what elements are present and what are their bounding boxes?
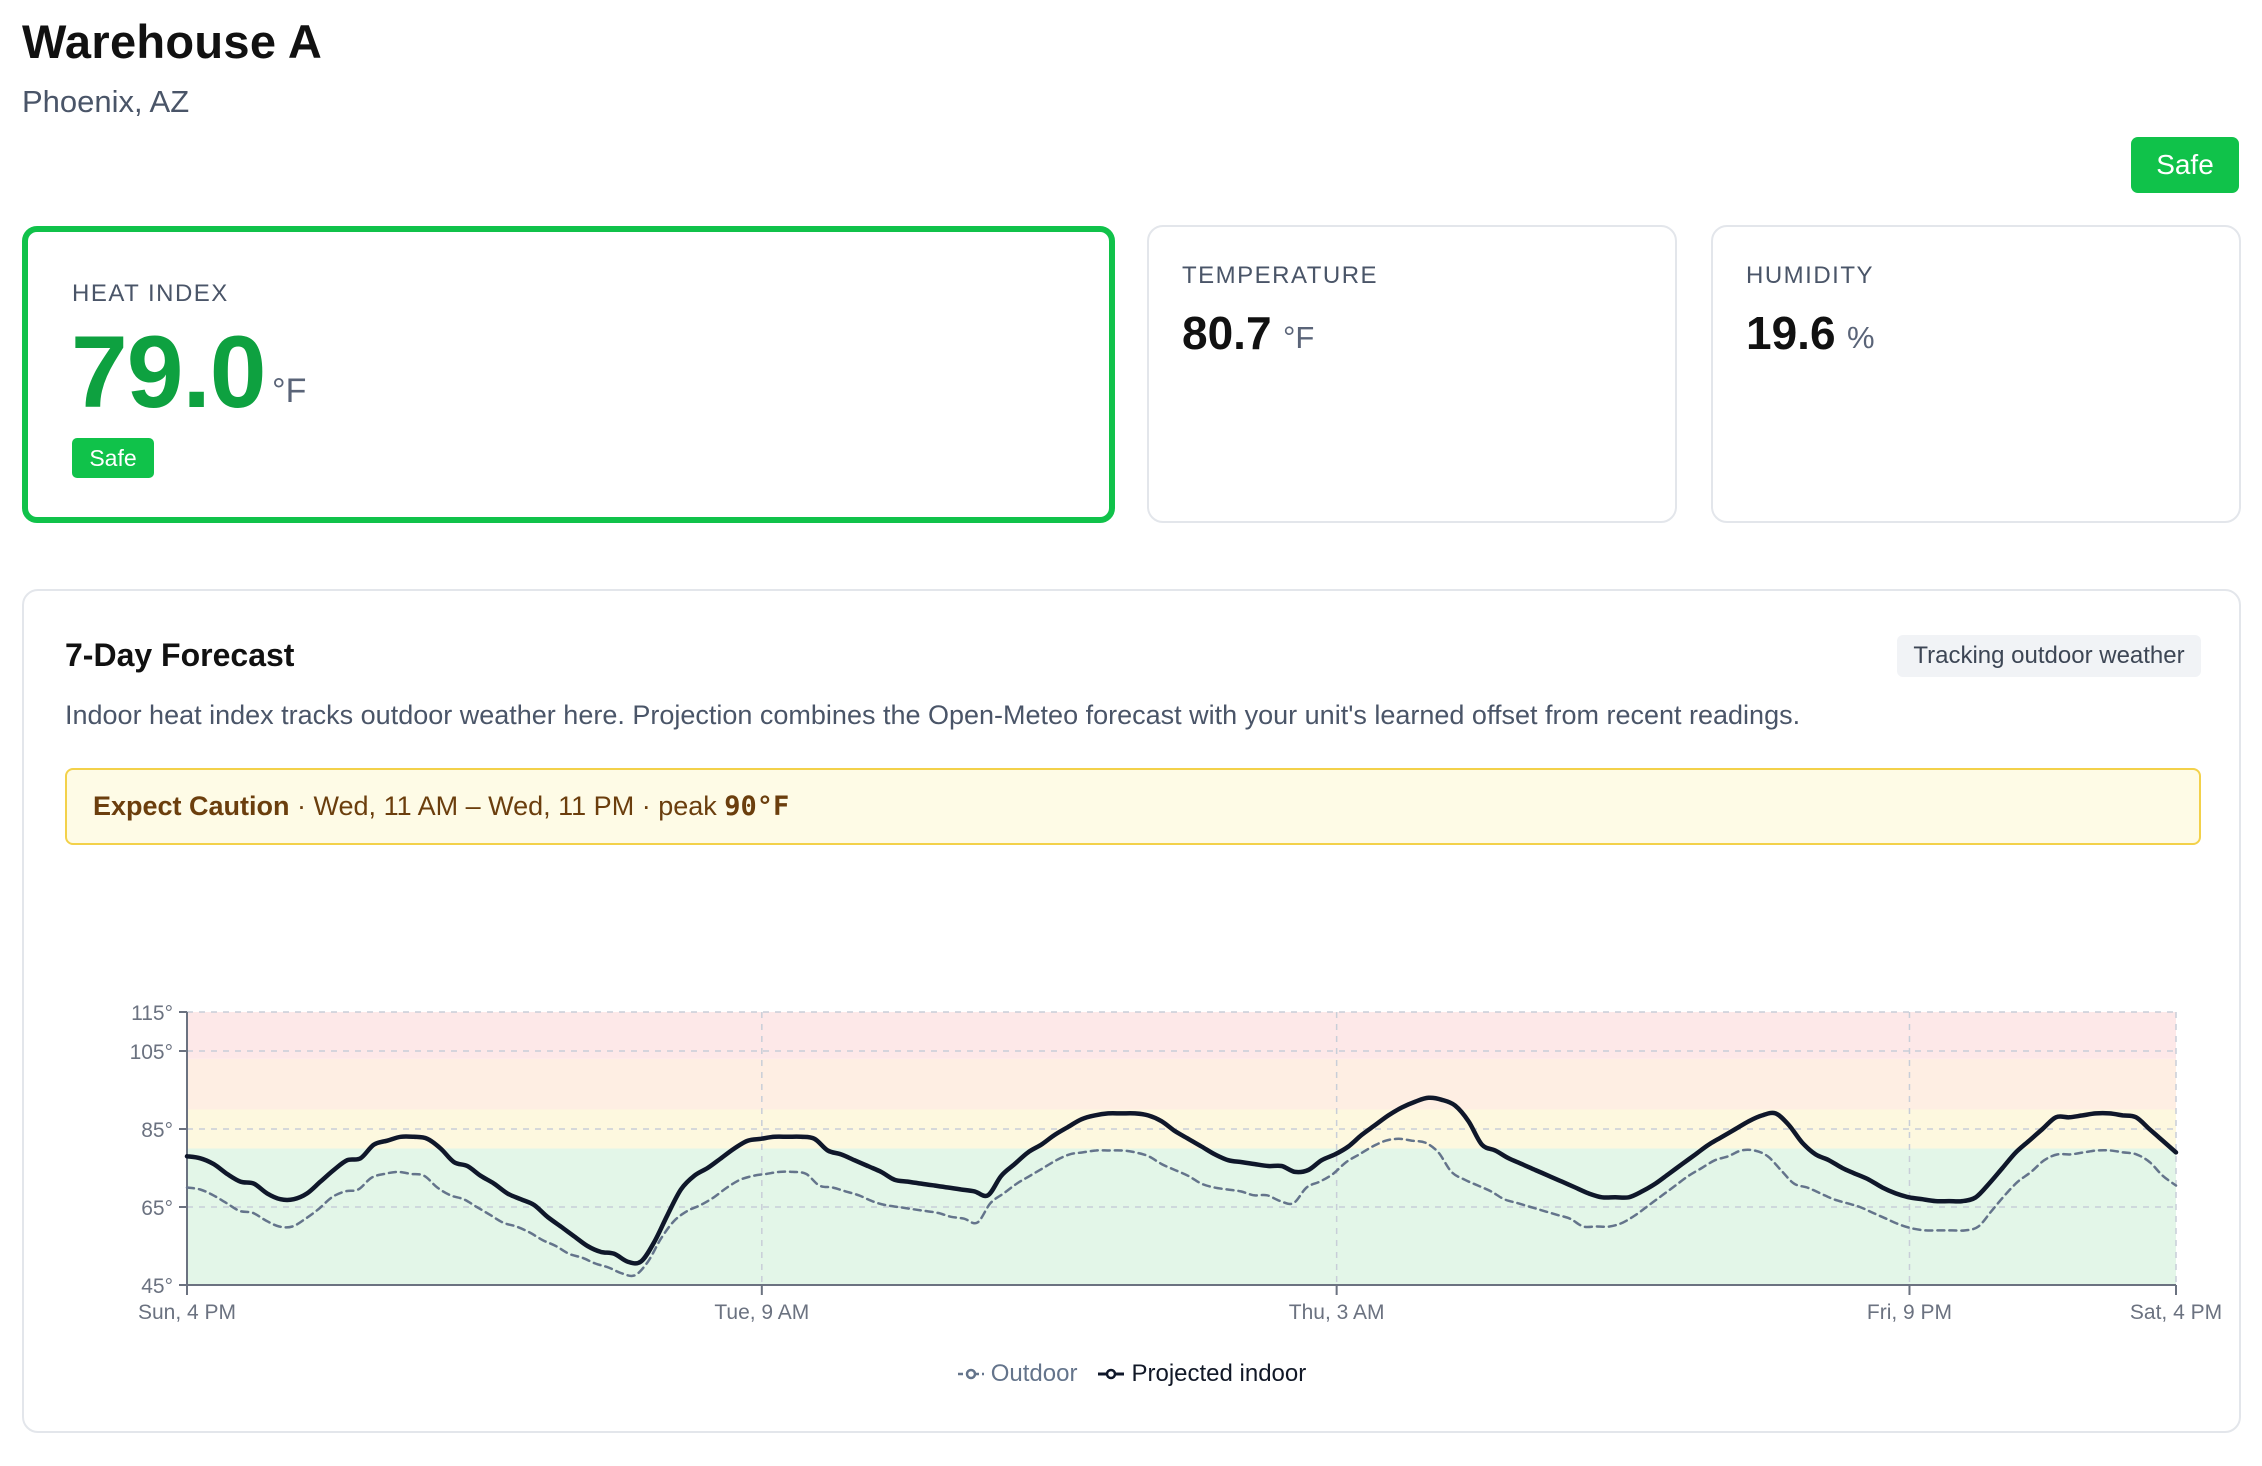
legend-outdoor-label: Outdoor: [990, 1360, 1078, 1387]
y-tick-label: 65°: [141, 1197, 173, 1220]
x-tick-label: Sat, 4 PM: [2130, 1301, 2222, 1324]
forecast-description: Indoor heat index tracks outdoor weather…: [65, 700, 1801, 730]
heat-index-card: HEAT INDEX 79.0 °F Safe: [22, 226, 1115, 523]
alert-separator: ·: [289, 791, 314, 821]
heat-index-value: 79.0: [71, 315, 267, 429]
temperature-card: TEMPERATURE 80.7 °F: [1147, 225, 1677, 523]
alert-separator: ·: [634, 791, 659, 821]
indoor-line-icon: [1098, 1368, 1125, 1380]
humidity-label: HUMIDITY: [1746, 262, 1874, 289]
outdoor-series-line: [185, 1137, 2178, 1278]
x-tick-label: Thu, 3 AM: [1289, 1301, 1385, 1324]
risk-band-3: [187, 1012, 2176, 1059]
risk-band-0: [187, 1148, 2176, 1285]
legend-indoor[interactable]: Projected indoor: [1097, 1360, 1306, 1388]
alert-peak-label: peak: [658, 791, 717, 821]
y-tick-label: 85°: [141, 1119, 173, 1142]
caution-alert: Expect Caution · Wed, 11 AM – Wed, 11 PM…: [65, 768, 2201, 845]
site-location: Phoenix, AZ: [22, 84, 190, 119]
humidity-unit: %: [1847, 320, 1875, 355]
legend-indoor-label: Projected indoor: [1131, 1360, 1307, 1387]
x-tick-label: Fri, 9 PM: [1867, 1301, 1952, 1324]
chart-legend: Outdoor Projected indoor: [24, 1360, 2239, 1388]
x-tick-label: Sun, 4 PM: [138, 1301, 236, 1324]
risk-band-1: [187, 1109, 2176, 1149]
heat-index-status-badge: Safe: [72, 438, 154, 478]
temperature-value: 80.7: [1182, 307, 1272, 359]
humidity-value: 19.6: [1746, 307, 1836, 359]
legend-outdoor[interactable]: Outdoor: [957, 1360, 1078, 1388]
x-tick-label: Tue, 9 AM: [714, 1301, 809, 1324]
heat-index-unit: °F: [272, 372, 307, 410]
alert-peak-value: 90°F: [724, 791, 790, 822]
heat-index-label: HEAT INDEX: [72, 280, 229, 307]
temperature-label: TEMPERATURE: [1182, 262, 1379, 289]
alert-level: Expect Caution: [93, 791, 290, 821]
outdoor-line-icon: [957, 1368, 984, 1380]
temperature-unit: °F: [1283, 320, 1315, 355]
site-title: Warehouse A: [22, 15, 323, 68]
forecast-chart: 45° 65° 85° 105° 115° Sun, 4 PM Tue, 9 AM Thu, …: [130, 1002, 2223, 1324]
risk-band-2: [187, 1058, 2176, 1110]
tracking-tag: Tracking outdoor weather: [1897, 635, 2201, 677]
y-tick-label: 45°: [141, 1275, 173, 1298]
humidity-card: HUMIDITY 19.6 %: [1711, 225, 2241, 523]
y-tick-label: 115°: [131, 1002, 173, 1025]
indoor-series-line: [184, 1095, 2179, 1266]
forecast-card: 7-Day Forecast Tracking outdoor weather …: [22, 589, 2241, 1433]
y-tick-label: 105°: [130, 1041, 173, 1064]
alert-window: Wed, 11 AM – Wed, 11 PM: [313, 791, 635, 821]
status-badge: Safe: [2131, 137, 2239, 193]
forecast-title: 7-Day Forecast: [65, 637, 295, 673]
